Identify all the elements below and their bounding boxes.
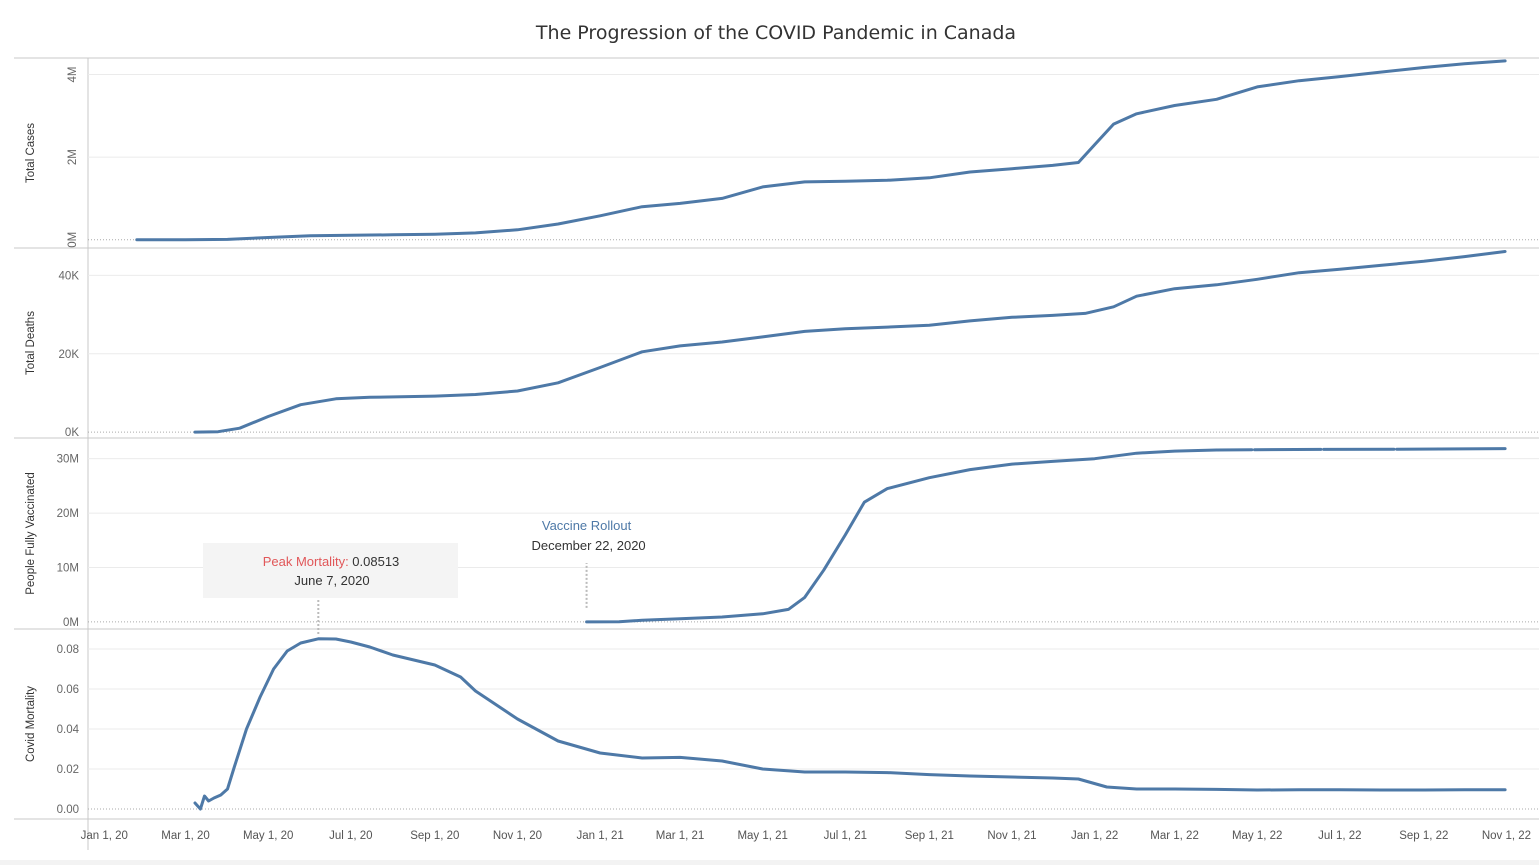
people-fully-vaccinated-series-line — [585, 448, 1254, 624]
vaccine-rollout-date: December 22, 2020 — [531, 538, 645, 553]
y-tick-label: 0.08 — [57, 644, 79, 656]
total-cases-series-line — [135, 59, 1507, 242]
bottom-strip — [0, 860, 1539, 865]
y-tick-label: 20M — [57, 508, 79, 520]
y-axis-title: People Fully Vaccinated — [25, 472, 37, 595]
x-tick-label: Nov 1, 22 — [1482, 830, 1531, 842]
people-fully-vaccinated-series-line — [1395, 447, 1507, 451]
total-deaths-series-line — [193, 250, 1507, 434]
x-tick-label: May 1, 20 — [243, 830, 294, 842]
x-tick-label: Sep 1, 20 — [410, 830, 459, 842]
x-tick-label: Mar 1, 22 — [1150, 830, 1199, 842]
y-tick-label: 40K — [59, 270, 80, 282]
peak-mortality-value: 0.08513 — [352, 554, 399, 569]
y-tick-label: 0M — [67, 232, 79, 248]
x-tick-label: Jan 1, 20 — [81, 830, 128, 842]
x-tick-label: Jul 1, 22 — [1318, 830, 1361, 842]
y-tick-label: 0.00 — [57, 804, 79, 816]
y-tick-label: 20K — [59, 349, 80, 361]
x-tick-label: Jul 1, 21 — [824, 830, 867, 842]
peak-mortality-box — [203, 543, 458, 598]
y-tick-label: 0.02 — [57, 764, 79, 776]
y-axis-title: Total Deaths — [25, 311, 37, 375]
x-tick-label: Mar 1, 21 — [656, 830, 705, 842]
x-tick-label: Jul 1, 20 — [329, 830, 372, 842]
peak-mortality-label: Peak Mortality: 0.08513 — [263, 554, 400, 569]
covid-mortality-series-line — [193, 637, 1507, 811]
y-tick-label: 0.04 — [57, 724, 80, 736]
x-tick-label: Nov 1, 21 — [987, 830, 1036, 842]
x-tick-label: Jan 1, 22 — [1071, 830, 1118, 842]
x-tick-label: Nov 1, 20 — [493, 830, 542, 842]
y-tick-label: 30M — [57, 454, 79, 466]
y-tick-label: 0M — [63, 617, 79, 629]
vaccine-rollout-title: Vaccine Rollout — [542, 518, 632, 533]
x-tick-label: May 1, 22 — [1232, 830, 1283, 842]
y-axis-title: Covid Mortality — [25, 686, 37, 762]
peak-mortality-title: Peak Mortality: — [263, 554, 353, 569]
y-tick-label: 10M — [57, 563, 79, 575]
x-tick-label: Sep 1, 22 — [1399, 830, 1448, 842]
x-tick-label: Mar 1, 20 — [161, 830, 210, 842]
x-tick-label: May 1, 21 — [737, 830, 788, 842]
y-tick-label: 2M — [67, 149, 79, 165]
y-axis-title: Total Cases — [25, 123, 37, 183]
peak-mortality-date: June 7, 2020 — [294, 573, 369, 588]
y-tick-label: 4M — [67, 67, 79, 83]
x-tick-label: Jan 1, 21 — [576, 830, 623, 842]
y-tick-label: 0.06 — [57, 684, 79, 696]
chart-title: The Progression of the COVID Pandemic in… — [535, 22, 1017, 44]
x-tick-label: Sep 1, 21 — [905, 830, 954, 842]
y-tick-label: 0K — [65, 427, 79, 439]
